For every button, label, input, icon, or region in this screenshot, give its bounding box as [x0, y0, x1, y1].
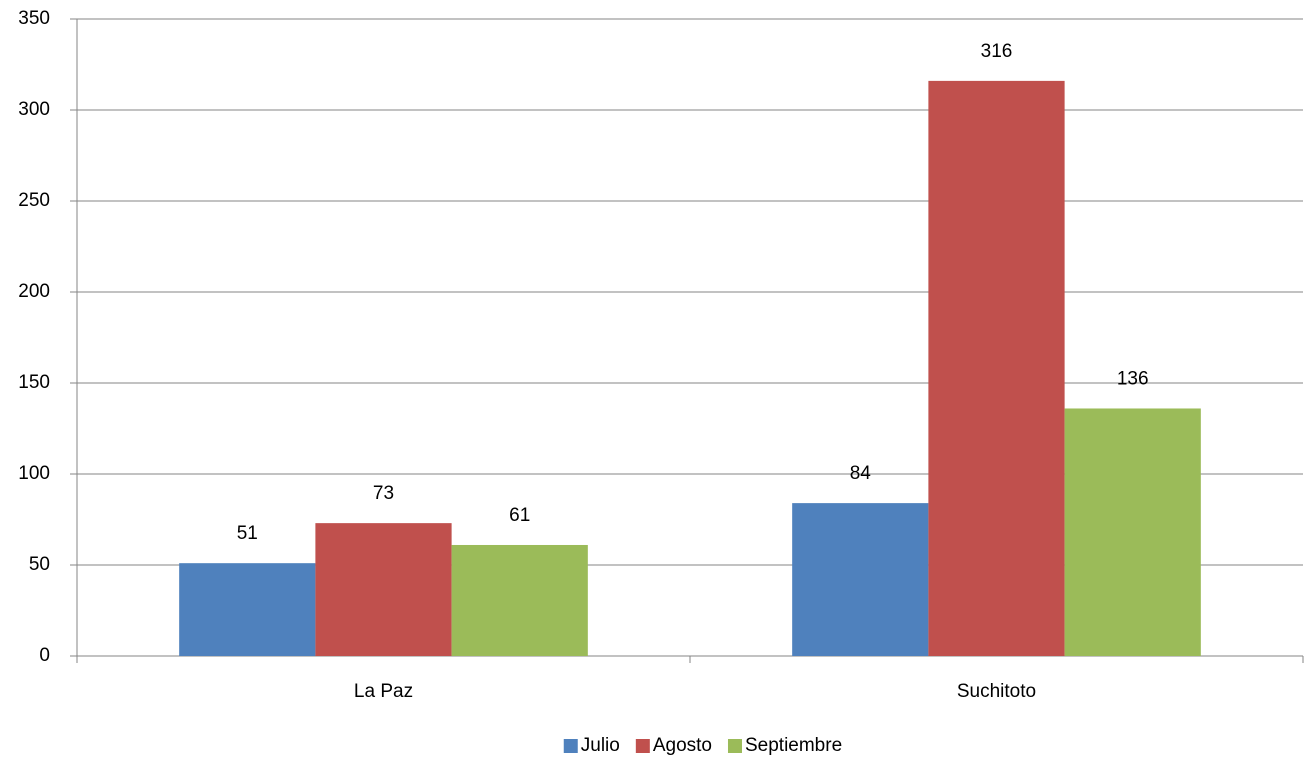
legend-label: Septiembre: [745, 735, 842, 756]
y-tick-label: 200: [18, 281, 50, 302]
y-tick-label: 300: [18, 99, 50, 120]
bar: [792, 503, 929, 656]
legend-label: Agosto: [653, 735, 712, 756]
data-label: 73: [373, 483, 394, 504]
data-label: 51: [237, 523, 258, 544]
legend-label: Julio: [581, 735, 620, 756]
data-label: 61: [509, 505, 530, 526]
x-tick-label: Suchitoto: [957, 681, 1036, 702]
y-tick-label: 50: [29, 554, 50, 575]
bar: [1064, 408, 1201, 656]
legend-swatch: [563, 739, 578, 753]
data-label: 316: [981, 41, 1013, 62]
bar: [179, 563, 316, 656]
y-tick-label: 150: [18, 372, 50, 393]
legend-swatch: [727, 739, 742, 753]
bar: [451, 544, 588, 656]
y-tick-label: 100: [18, 463, 50, 484]
y-tick-label: 0: [39, 645, 50, 666]
legend-swatch: [635, 739, 650, 753]
y-tick-label: 250: [18, 190, 50, 211]
bar: [315, 523, 452, 656]
y-tick-label: 350: [18, 8, 50, 29]
data-label: 136: [1117, 368, 1149, 389]
bar: [928, 80, 1065, 656]
data-label: 84: [850, 463, 872, 484]
x-tick-label: La Paz: [354, 681, 413, 702]
